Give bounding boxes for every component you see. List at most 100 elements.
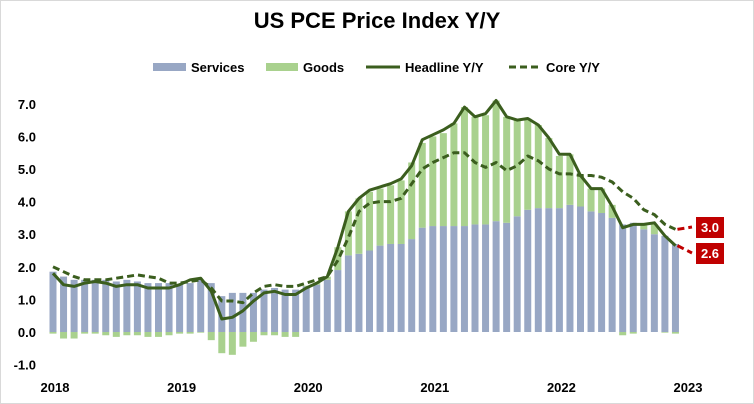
bar-services [81, 279, 89, 332]
bar-services [429, 226, 437, 332]
bar-goods [334, 247, 342, 271]
bar-goods [577, 175, 584, 207]
bar-services [91, 279, 99, 332]
bar-goods [344, 211, 352, 256]
bar-goods [112, 332, 120, 337]
bar-services [619, 224, 627, 332]
bar-services [671, 243, 679, 332]
bar-services [629, 222, 637, 332]
bar-services [376, 245, 384, 332]
bar-services [123, 279, 131, 332]
bar-services [176, 284, 184, 332]
bar-goods [619, 332, 627, 336]
bar-services [513, 216, 521, 332]
y-tick-label: 6.0 [18, 129, 36, 144]
bar-goods [513, 120, 521, 217]
legend: Services Goods Headline Y/Y Core Y/Y [153, 60, 600, 75]
bar-goods [228, 332, 236, 355]
bar-services [334, 270, 342, 332]
bar-goods [503, 116, 511, 223]
bar-goods [292, 332, 300, 337]
bar-goods [102, 332, 110, 336]
bar-goods [492, 100, 500, 222]
x-tick-label: 2022 [547, 380, 576, 395]
x-tick-label: 2020 [294, 380, 323, 395]
bar-goods [123, 332, 131, 336]
bar-services [524, 209, 532, 332]
bar-goods [207, 332, 215, 341]
bar-goods [566, 154, 574, 205]
y-tick-label: 5.0 [18, 162, 36, 177]
bar-goods [366, 191, 373, 251]
bar-services [608, 217, 616, 332]
bar-goods [418, 142, 426, 228]
bar-goods [534, 124, 542, 209]
bar-goods [81, 332, 89, 334]
bar-services [218, 296, 226, 332]
bar-goods [376, 188, 384, 246]
bar-goods [60, 332, 68, 339]
x-tick-label: 2023 [674, 380, 703, 395]
bar-goods [482, 115, 490, 225]
bar-goods [408, 162, 416, 240]
value-label-box [696, 217, 724, 238]
bar-services [49, 271, 57, 332]
bar-goods [260, 332, 268, 336]
bar-services [566, 204, 574, 332]
bar-goods [460, 107, 468, 227]
bar-services [366, 250, 373, 332]
value-label: 2.6 [701, 246, 719, 261]
y-tick-label: 1.0 [18, 292, 36, 307]
legend-label-goods: Goods [303, 60, 344, 75]
bar-services [133, 281, 141, 332]
bar-goods [281, 332, 289, 337]
bar-services [355, 253, 363, 332]
bar-services [197, 279, 205, 332]
bar-services [292, 289, 300, 332]
bar-services [577, 206, 584, 332]
bar-goods [271, 332, 279, 336]
bar-goods [640, 224, 648, 230]
legend-label-headline: Headline Y/Y [405, 60, 484, 75]
bar-services [439, 226, 447, 332]
bar-services [545, 208, 553, 332]
bar-goods [450, 123, 458, 227]
bar-services [323, 279, 331, 332]
bar-services [249, 292, 257, 332]
bar-services [450, 226, 458, 332]
bar-services [302, 286, 310, 332]
legend-label-core: Core Y/Y [546, 60, 600, 75]
bar-goods [650, 224, 658, 235]
bar-services [418, 227, 426, 332]
bar-services [60, 276, 68, 332]
projection-line [676, 244, 693, 255]
bar-goods [176, 332, 184, 334]
bar-goods [471, 116, 479, 225]
chart-title: US PCE Price Index Y/Y [254, 8, 501, 33]
bar-goods [439, 133, 447, 227]
bar-services [408, 239, 416, 332]
bar-services [482, 224, 490, 332]
y-tick-label: 7.0 [18, 97, 36, 112]
y-tick-label: 3.0 [18, 227, 36, 242]
bar-goods [91, 332, 99, 334]
bar-services [534, 208, 542, 332]
bar-goods [70, 332, 78, 339]
value-label-box [696, 243, 724, 264]
y-tick-label: 0.0 [18, 325, 36, 340]
y-tick-label: 4.0 [18, 195, 36, 210]
bar-services [281, 289, 289, 332]
bar-goods [186, 332, 194, 334]
bar-goods [239, 332, 247, 347]
bar-goods [155, 332, 162, 337]
bar-goods [249, 332, 257, 342]
legend-swatch-services [153, 63, 186, 71]
bar-goods [397, 180, 405, 244]
bar-services [165, 283, 173, 332]
projection-line [677, 225, 693, 231]
bar-services [313, 284, 321, 332]
bar-goods [133, 332, 141, 336]
bar-goods [629, 332, 637, 334]
bar-goods [429, 136, 437, 227]
bar-services [271, 287, 279, 332]
